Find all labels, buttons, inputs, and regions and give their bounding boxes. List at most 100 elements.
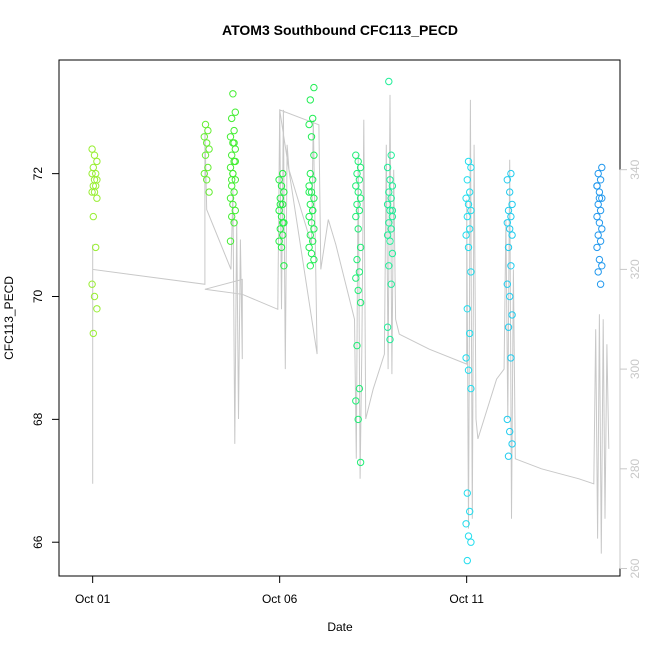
data-point (352, 397, 360, 405)
data-point (594, 268, 602, 276)
y-axis-right: 260 280 300 320 340 (619, 159, 642, 579)
data-point (231, 157, 240, 166)
data-point (507, 169, 515, 178)
data-point (385, 77, 393, 86)
data-point (231, 206, 240, 215)
data-point (276, 200, 284, 209)
data-point (305, 188, 313, 196)
data-point (463, 489, 471, 497)
data-point (356, 243, 365, 252)
data-point (595, 194, 604, 202)
data-point (205, 188, 213, 196)
data-point (93, 305, 101, 313)
data-point (277, 243, 286, 252)
data-point (598, 225, 606, 233)
data-point (307, 188, 316, 196)
data-point (383, 163, 392, 172)
data-point (355, 176, 364, 184)
x-tick-label: Oct 01 (75, 592, 111, 606)
data-point (503, 415, 511, 424)
data-point (466, 507, 474, 516)
data-point (466, 329, 474, 338)
data-point (93, 194, 101, 202)
data-point (279, 231, 287, 239)
data-point (464, 366, 473, 374)
data-point (593, 182, 601, 190)
data-point (464, 532, 473, 540)
data-point (385, 188, 393, 196)
data-point (464, 200, 473, 209)
data-point (503, 280, 511, 288)
data-point (280, 188, 288, 196)
y2-tick-label: 300 (628, 359, 642, 379)
data-point (355, 268, 364, 276)
data-point (93, 157, 101, 166)
data-point (310, 255, 318, 264)
data-point (230, 188, 238, 196)
data-point (90, 151, 99, 159)
data-point (386, 176, 394, 184)
data-point (307, 249, 316, 258)
data-point (352, 274, 360, 282)
data-point (385, 262, 393, 270)
data-point (508, 440, 516, 448)
data-point (279, 219, 287, 227)
y2-tick-label: 320 (628, 259, 642, 279)
data-point (231, 176, 240, 184)
data-point (467, 163, 475, 172)
data-point (595, 219, 604, 227)
data-point (201, 151, 210, 159)
y-tick-label: 68 (31, 412, 45, 426)
data-point (229, 200, 237, 209)
data-point (385, 219, 393, 227)
data-point (353, 169, 361, 178)
data-point (387, 194, 395, 202)
data-point (462, 520, 470, 528)
data-point (388, 206, 397, 215)
data-point (229, 90, 237, 98)
y-tick-label: 70 (31, 290, 45, 304)
data-point (388, 182, 397, 190)
data-point (204, 163, 212, 172)
data-point (386, 335, 394, 344)
data-point (352, 151, 360, 159)
data-point (205, 145, 213, 153)
data-point (508, 200, 516, 209)
data-point (309, 237, 317, 245)
data-point (280, 262, 288, 270)
data-point (463, 176, 471, 184)
data-point (276, 225, 284, 233)
data-point (309, 206, 317, 215)
data-point (593, 243, 601, 252)
data-point (356, 194, 365, 202)
data-point (594, 231, 602, 239)
x-axis-label: Date (327, 620, 353, 634)
data-point (383, 200, 392, 209)
data-point (204, 126, 212, 135)
data-point (507, 262, 515, 270)
data-point (596, 280, 605, 288)
data-point (90, 292, 99, 301)
data-point (226, 133, 235, 141)
data-point (279, 169, 287, 178)
data-point (354, 225, 362, 233)
x-tick-label: Oct 06 (262, 592, 298, 606)
data-point (356, 298, 365, 307)
data-point (503, 219, 511, 227)
data-point (309, 176, 317, 184)
data-point (305, 243, 313, 252)
data-point (466, 225, 474, 233)
trace-line (92, 94, 610, 554)
data-point (275, 237, 283, 245)
data-point (354, 188, 362, 196)
data-point (503, 176, 511, 184)
data-point (506, 292, 514, 301)
data-point (88, 169, 96, 178)
data-point (275, 176, 283, 184)
data-point (226, 194, 235, 202)
data-point (464, 157, 473, 166)
data-point (596, 206, 605, 215)
data-point (506, 225, 514, 233)
data-point (356, 163, 365, 172)
